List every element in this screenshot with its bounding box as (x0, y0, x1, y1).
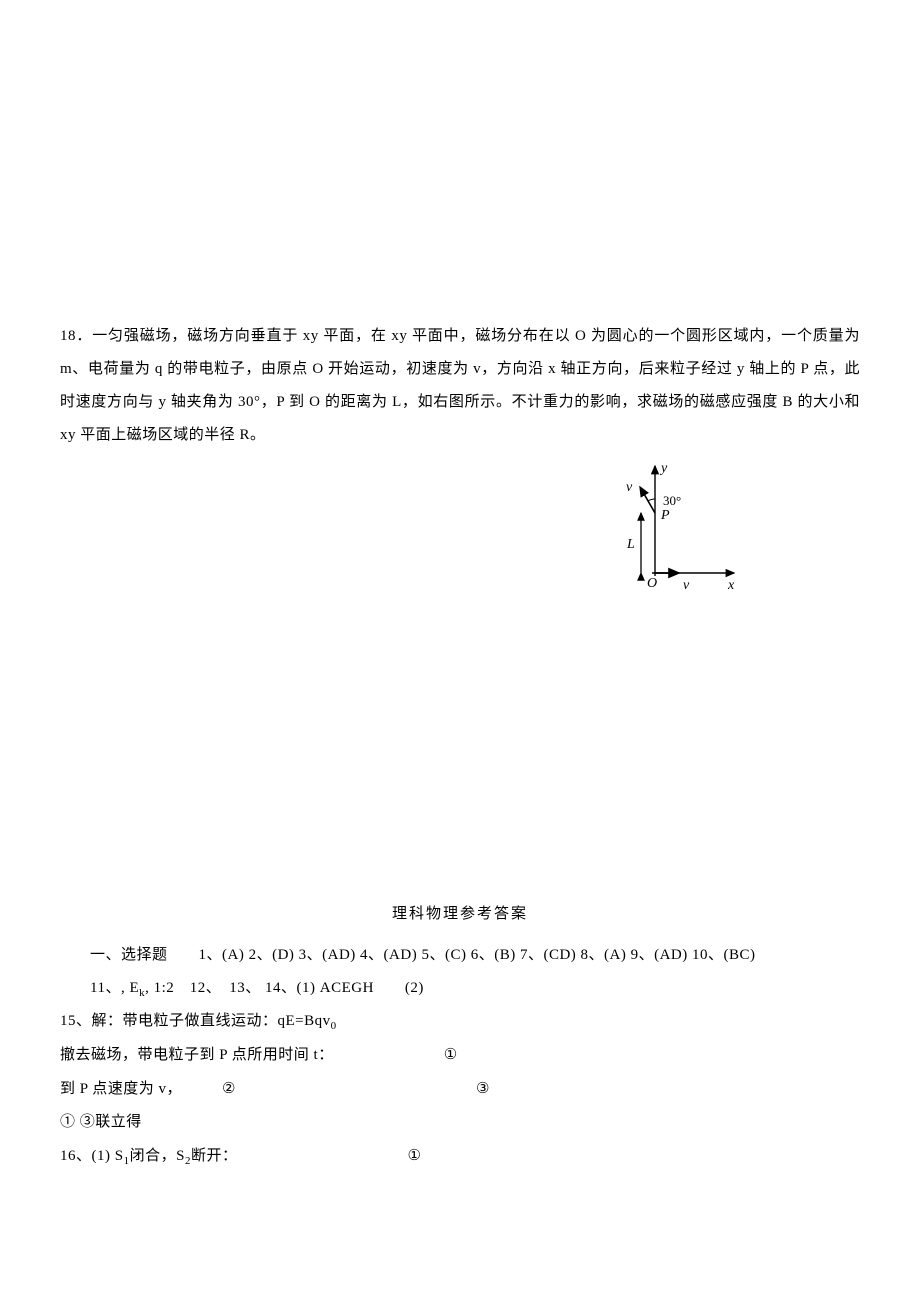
svg-text:v: v (626, 480, 633, 495)
q15-line2: 撤去磁场，带电粒子到 P 点所用时间 t： ① (60, 1038, 860, 1072)
svg-text:30°: 30° (663, 493, 681, 508)
q15-line4: ① ③联立得 (60, 1106, 860, 1139)
svg-text:x: x (727, 578, 735, 593)
q16-prefix: 16、(1) S (60, 1148, 124, 1164)
q15-prefix: 15、解：带电粒子做直线运动：qE=Bqv (60, 1013, 331, 1029)
svg-text:y: y (659, 461, 668, 476)
q15-circ1: ① (444, 1046, 458, 1063)
q16-mid: 闭合，S (130, 1148, 185, 1164)
answers-title: 理科物理参考答案 (60, 898, 860, 931)
answer-choices-line1: 一、选择题 1、(A) 2、(D) 3、(AD) 4、(AD) 5、(C) 6、… (60, 939, 860, 972)
answer-choices-line2: 11、, Ek, 1:2 12、 13、 14、(1) ACEGH (2) (60, 972, 860, 1005)
svg-text:L: L (626, 537, 635, 552)
svg-text:v: v (683, 578, 690, 593)
ans-line2-prefix: 11、, E (90, 980, 139, 996)
q15-line1: 15、解：带电粒子做直线运动：qE=Bqv0 (60, 1005, 860, 1038)
ans-line2-after: , 1:2 12、 13、 14、(1) ACEGH (2) (145, 980, 424, 996)
figure-container: O P Lx y v v 30° (60, 458, 860, 598)
q15-l3-text: 到 P 点速度为 v， (60, 1081, 182, 1097)
physics-diagram: O P Lx y v v 30° (600, 458, 740, 598)
q16-line1: 16、(1) S1闭合，S2断开：① (60, 1139, 860, 1173)
svg-text:O: O (647, 576, 657, 591)
q15-sub: 0 (331, 1020, 337, 1032)
q16-after: 断开： (191, 1148, 238, 1164)
q15-l2-text: 撤去磁场，带电粒子到 P 点所用时间 t： (60, 1047, 334, 1063)
q15-line3: 到 P 点速度为 v， ② ③ (60, 1072, 860, 1106)
problem-18-text: 18．一匀强磁场，磁场方向垂直于 xy 平面，在 xy 平面中，磁场分布在以 O… (60, 320, 860, 452)
q16-circ1: ① (407, 1147, 421, 1164)
svg-text:P: P (660, 508, 670, 523)
q15-circ2: ② (222, 1080, 236, 1097)
q15-circ3: ③ (476, 1080, 490, 1097)
